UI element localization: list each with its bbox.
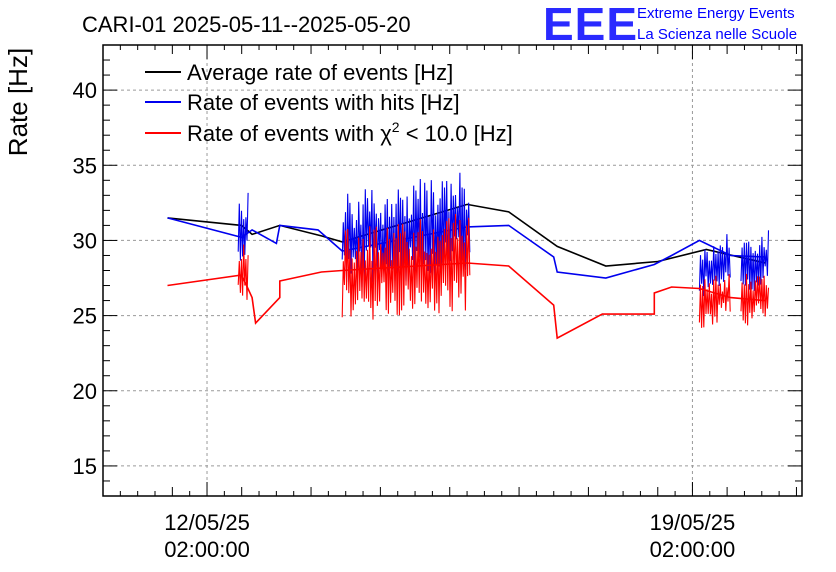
legend-chi2-prefix: Rate of events with xyxy=(187,121,380,146)
y-tick-label: 30 xyxy=(73,228,97,253)
legend-chi2-superscript: 2 xyxy=(392,119,400,135)
series-line-0 xyxy=(167,203,766,267)
y-tick-label: 15 xyxy=(73,454,97,479)
legend-label-chi2: Rate of events with χ2 < 10.0 [Hz] xyxy=(187,119,513,146)
logo-line2: La Scienza nelle Scuole xyxy=(637,26,797,43)
axes: 15202530354012/05/2502:00:0019/05/2502:0… xyxy=(73,44,803,562)
series-line-2 xyxy=(167,262,766,340)
x-tick-label-date: 12/05/25 xyxy=(164,510,250,535)
series-noise-1-0 xyxy=(237,192,249,261)
y-tick-label: 40 xyxy=(73,78,97,103)
y-axis-label: Rate [Hz] xyxy=(3,48,33,156)
chart-title: CARI-01 2025-05-11--2025-05-20 xyxy=(82,12,411,37)
legend-chi2-symbol: χ xyxy=(380,121,392,146)
x-tick-label-time: 02:00:00 xyxy=(164,537,250,562)
series-noise-2-0 xyxy=(237,244,249,300)
y-tick-label: 35 xyxy=(73,153,97,178)
logo-mark: EEE xyxy=(543,0,638,50)
legend: Average rate of events [Hz] Rate of even… xyxy=(145,60,513,146)
data-series xyxy=(167,172,770,340)
legend-label-average: Average rate of events [Hz] xyxy=(187,60,453,85)
grid-lines xyxy=(103,45,802,496)
x-tick-label-date: 19/05/25 xyxy=(650,510,736,535)
legend-chi2-suffix: < 10.0 [Hz] xyxy=(400,121,513,146)
legend-label-hits: Rate of events with hits [Hz] xyxy=(187,90,460,115)
series-noise-2-1 xyxy=(341,213,471,320)
series-noise-2-2 xyxy=(698,274,731,328)
y-tick-label: 25 xyxy=(73,304,97,329)
y-tick-label: 20 xyxy=(73,379,97,404)
series-line-1 xyxy=(167,217,766,279)
series-noise-1-2 xyxy=(698,234,731,297)
logo-line1: Extreme Energy Events xyxy=(637,5,795,22)
x-tick-label-time: 02:00:00 xyxy=(650,537,736,562)
series-noise-2-3 xyxy=(740,273,770,326)
series-noise-1-3 xyxy=(740,230,770,291)
eee-logo: EEE Extreme Energy Events La Scienza nel… xyxy=(543,0,797,50)
